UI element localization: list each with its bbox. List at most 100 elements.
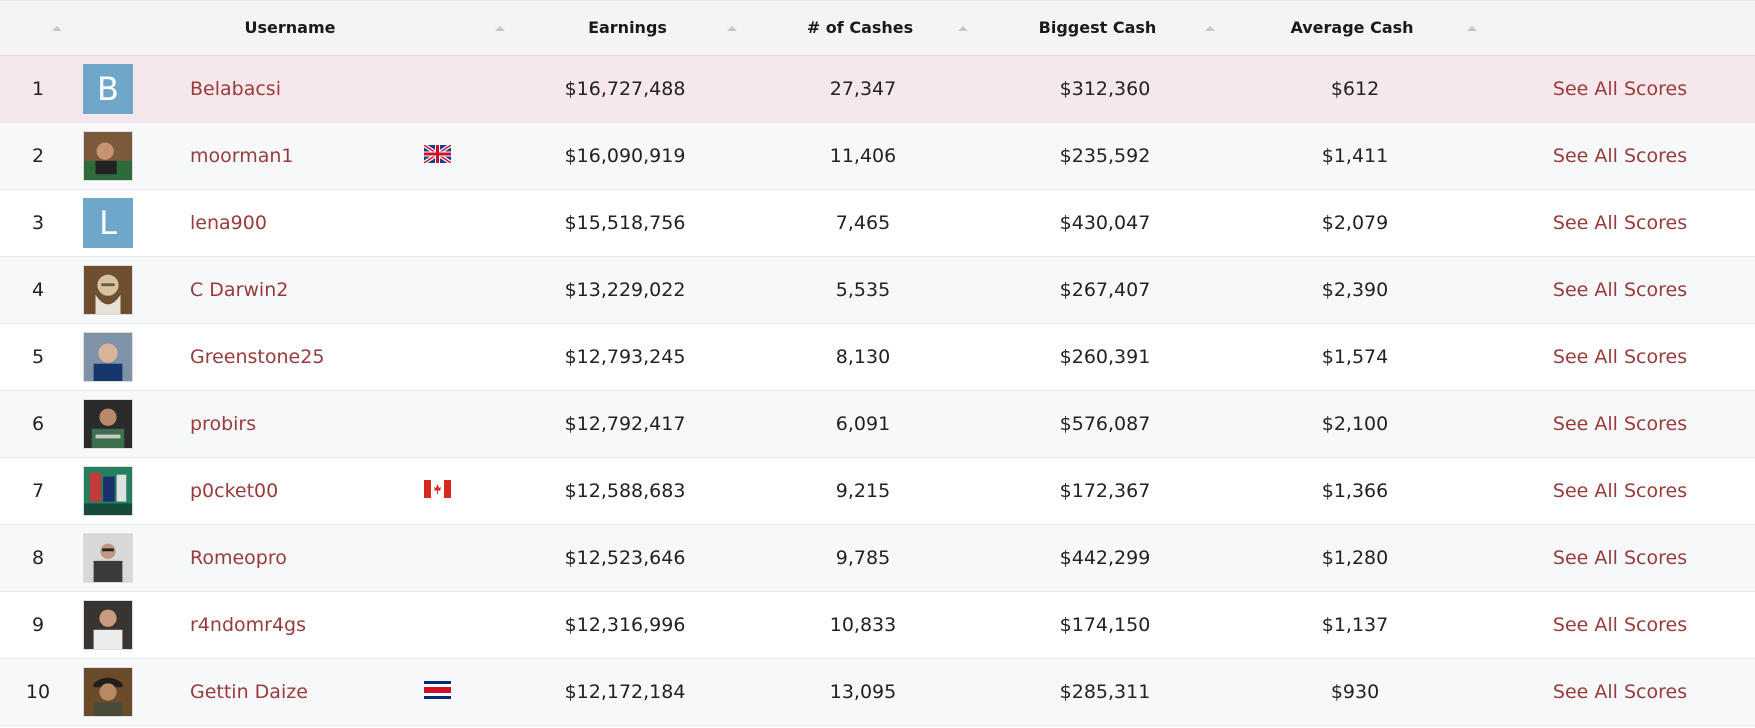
see-all-scores-link[interactable]: See All Scores xyxy=(1552,78,1688,100)
average-cash-value: $1,366 xyxy=(1321,480,1389,502)
average-cash-value: $2,100 xyxy=(1321,413,1389,435)
canada-flag-icon xyxy=(424,480,451,498)
avatar[interactable] xyxy=(83,533,133,583)
earnings-value: $12,172,184 xyxy=(564,681,686,703)
rank: 4 xyxy=(31,279,45,301)
costa-rica-flag-icon xyxy=(424,681,451,699)
earnings-value: $12,793,245 xyxy=(564,346,686,368)
sort-biggest-cash-icon[interactable] xyxy=(1205,26,1215,31)
earnings-value: $12,316,996 xyxy=(564,614,686,636)
rank: 2 xyxy=(31,145,45,167)
see-all-scores-link[interactable]: See All Scores xyxy=(1552,145,1688,167)
average-cash-value: $1,574 xyxy=(1321,346,1389,368)
biggest-cash-value: $285,311 xyxy=(1059,681,1151,703)
column-cashes[interactable]: # of Cashes xyxy=(806,18,914,37)
earnings-value: $13,229,022 xyxy=(564,279,686,301)
column-biggest-cash[interactable]: Biggest Cash xyxy=(1038,18,1157,37)
column-earnings[interactable]: Earnings xyxy=(588,18,667,37)
cashes-value: 5,535 xyxy=(835,279,891,301)
username-link[interactable]: Gettin Daize xyxy=(190,681,308,703)
table-row: 6 probirs $12,792,417 6,091 $576,087 $2,100 Se… xyxy=(0,391,1755,458)
sort-rank-icon[interactable] xyxy=(52,26,62,31)
see-all-scores-link[interactable]: See All Scores xyxy=(1552,346,1688,368)
avatar[interactable] xyxy=(83,399,133,449)
table-row: 5 Greenstone25 $12,793,245 8,130 $260,391 $1,… xyxy=(0,324,1755,391)
average-cash-value: $930 xyxy=(1330,681,1380,703)
username-link[interactable]: Greenstone25 xyxy=(190,346,325,368)
see-all-scores-link[interactable]: See All Scores xyxy=(1552,547,1688,569)
username-link[interactable]: lena900 xyxy=(190,212,267,234)
sort-username-icon[interactable] xyxy=(495,26,505,31)
earnings-value: $16,727,488 xyxy=(564,78,686,100)
cashes-value: 9,785 xyxy=(835,547,891,569)
rank: 7 xyxy=(31,480,45,502)
biggest-cash-value: $312,360 xyxy=(1059,78,1151,100)
biggest-cash-value: $267,407 xyxy=(1059,279,1151,301)
rank: 8 xyxy=(31,547,45,569)
username-link[interactable]: Romeopro xyxy=(190,547,287,569)
username-link[interactable]: p0cket00 xyxy=(190,480,279,502)
earnings-value: $12,523,646 xyxy=(564,547,686,569)
see-all-scores-link[interactable]: See All Scores xyxy=(1552,212,1688,234)
table-row: 2 moorman1 $16,090,919 11,406 $235,592 $1,411… xyxy=(0,123,1755,190)
earnings-value: $12,588,683 xyxy=(564,480,686,502)
biggest-cash-value: $174,150 xyxy=(1059,614,1151,636)
avatar[interactable] xyxy=(83,600,133,650)
rank: 5 xyxy=(31,346,45,368)
average-cash-value: $1,137 xyxy=(1321,614,1389,636)
username-link[interactable]: r4ndomr4gs xyxy=(190,614,306,636)
avatar[interactable] xyxy=(83,466,133,516)
cashes-value: 10,833 xyxy=(829,614,897,636)
table-row: 4 C Darwin2 $13,229,022 5,535 $267,407 $2,390… xyxy=(0,257,1755,324)
table-body: 1 B Belabacsi $16,727,488 27,347 $312,360 $612… xyxy=(0,56,1755,726)
cashes-value: 27,347 xyxy=(829,78,897,100)
cashes-value: 13,095 xyxy=(829,681,897,703)
username-link[interactable]: moorman1 xyxy=(190,145,294,167)
average-cash-value: $2,390 xyxy=(1321,279,1389,301)
biggest-cash-value: $576,087 xyxy=(1059,413,1151,435)
biggest-cash-value: $442,299 xyxy=(1059,547,1151,569)
average-cash-value: $2,079 xyxy=(1321,212,1389,234)
earnings-value: $12,792,417 xyxy=(564,413,686,435)
cashes-value: 6,091 xyxy=(835,413,891,435)
biggest-cash-value: $430,047 xyxy=(1059,212,1151,234)
see-all-scores-link[interactable]: See All Scores xyxy=(1552,279,1688,301)
average-cash-value: $1,280 xyxy=(1321,547,1389,569)
uk-flag-icon xyxy=(422,143,453,165)
avatar[interactable] xyxy=(83,265,133,315)
username-link[interactable]: C Darwin2 xyxy=(190,279,289,301)
sort-average-cash-icon[interactable] xyxy=(1467,26,1477,31)
see-all-scores-link[interactable]: See All Scores xyxy=(1552,681,1688,703)
cashes-value: 7,465 xyxy=(835,212,891,234)
avatar[interactable]: L xyxy=(83,198,133,248)
see-all-scores-link[interactable]: See All Scores xyxy=(1552,480,1688,502)
earnings-value: $15,518,756 xyxy=(564,212,686,234)
column-average-cash[interactable]: Average Cash xyxy=(1290,18,1414,37)
biggest-cash-value: $260,391 xyxy=(1059,346,1151,368)
avatar[interactable]: B xyxy=(83,64,133,114)
table-row: 10 Gettin Daize $12,172,184 13,095 $285,311 $… xyxy=(0,659,1755,726)
biggest-cash-value: $235,592 xyxy=(1059,145,1151,167)
rank: 6 xyxy=(31,413,45,435)
table-row: 8 Romeopro $12,523,646 9,785 $442,299 $1,280 S… xyxy=(0,525,1755,592)
avatar[interactable] xyxy=(83,667,133,717)
cashes-value: 9,215 xyxy=(835,480,891,502)
avatar[interactable] xyxy=(83,332,133,382)
username-link[interactable]: Belabacsi xyxy=(190,78,281,100)
sort-earnings-icon[interactable] xyxy=(727,26,737,31)
rank: 10 xyxy=(25,681,51,703)
sort-cashes-icon[interactable] xyxy=(958,26,968,31)
see-all-scores-link[interactable]: See All Scores xyxy=(1552,614,1688,636)
avatar[interactable] xyxy=(83,131,133,181)
table-row: 9 r4ndomr4gs $12,316,996 10,833 $174,150 $1,1… xyxy=(0,592,1755,659)
table-header: Username Earnings # of Cashes Biggest Ca… xyxy=(0,0,1755,56)
biggest-cash-value: $172,367 xyxy=(1059,480,1151,502)
username-link[interactable]: probirs xyxy=(190,413,257,435)
rank: 3 xyxy=(31,212,45,234)
see-all-scores-link[interactable]: See All Scores xyxy=(1552,413,1688,435)
average-cash-value: $1,411 xyxy=(1321,145,1389,167)
cashes-value: 8,130 xyxy=(835,346,891,368)
column-username[interactable]: Username xyxy=(244,18,336,37)
